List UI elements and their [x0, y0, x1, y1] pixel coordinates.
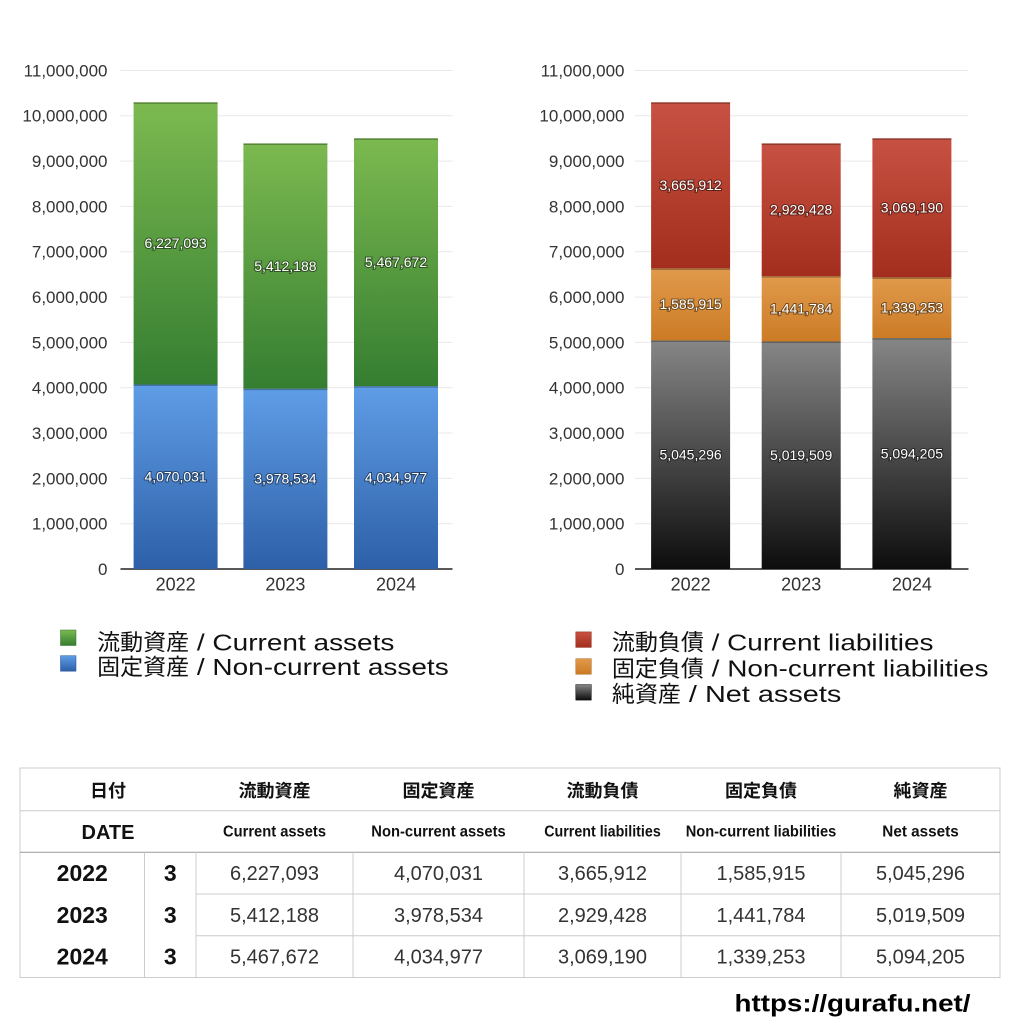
svg-text:11,000,000: 11,000,000: [24, 61, 108, 80]
svg-text:5,467,672: 5,467,672: [365, 254, 427, 270]
svg-text:3,978,534: 3,978,534: [254, 471, 316, 487]
svg-text:Non-current assets: Non-current assets: [371, 824, 505, 841]
svg-text:2023: 2023: [57, 902, 108, 928]
svg-text:3,000,000: 3,000,000: [32, 424, 108, 443]
svg-text:4,070,031: 4,070,031: [394, 863, 483, 885]
svg-text:5,094,205: 5,094,205: [881, 445, 943, 461]
svg-text:4,034,977: 4,034,977: [365, 469, 427, 485]
svg-text:5,000,000: 5,000,000: [32, 333, 108, 352]
svg-text:DATE: DATE: [82, 822, 135, 844]
svg-text:8,000,000: 8,000,000: [32, 197, 108, 216]
svg-text:1,339,253: 1,339,253: [717, 947, 806, 969]
svg-text:3,069,190: 3,069,190: [558, 947, 647, 969]
svg-text:5,412,188: 5,412,188: [254, 258, 316, 274]
svg-text:Current liabilities: Current liabilities: [544, 824, 661, 841]
svg-text:1,339,253: 1,339,253: [881, 300, 943, 316]
svg-text:6,000,000: 6,000,000: [549, 288, 625, 307]
svg-text:1,585,915: 1,585,915: [717, 863, 806, 885]
svg-text:6,227,093: 6,227,093: [144, 235, 206, 251]
svg-text:1,585,915: 1,585,915: [659, 296, 721, 312]
svg-text:6,227,093: 6,227,093: [230, 863, 319, 885]
svg-text:3,978,534: 3,978,534: [394, 905, 483, 927]
svg-text:5,412,188: 5,412,188: [230, 905, 319, 927]
svg-text:1,000,000: 1,000,000: [549, 515, 625, 534]
svg-text:2024: 2024: [376, 575, 416, 595]
svg-text:6,000,000: 6,000,000: [32, 288, 108, 307]
svg-text:2023: 2023: [265, 575, 305, 595]
svg-text:2022: 2022: [156, 575, 196, 595]
svg-text:2,929,428: 2,929,428: [558, 905, 647, 927]
svg-text:1,441,784: 1,441,784: [717, 905, 806, 927]
svg-text:2022: 2022: [57, 860, 108, 886]
svg-text:2,929,428: 2,929,428: [770, 202, 832, 218]
svg-text:10,000,000: 10,000,000: [22, 107, 107, 126]
svg-text:5,467,672: 5,467,672: [230, 947, 319, 969]
svg-text:2024: 2024: [57, 944, 108, 970]
svg-text:5,045,296: 5,045,296: [876, 863, 965, 885]
svg-text:5,094,205: 5,094,205: [876, 947, 965, 969]
svg-text:0: 0: [615, 560, 624, 579]
svg-text:Current assets: Current assets: [223, 824, 326, 841]
svg-text:5,000,000: 5,000,000: [549, 333, 625, 352]
svg-text:2024: 2024: [892, 575, 932, 595]
svg-text:2,000,000: 2,000,000: [549, 469, 625, 488]
svg-text:1,441,784: 1,441,784: [770, 301, 832, 317]
svg-text:3,665,912: 3,665,912: [659, 177, 721, 193]
svg-text:2,000,000: 2,000,000: [32, 469, 108, 488]
svg-text:/ Non-current liabilities: / Non-current liabilities: [704, 656, 989, 682]
svg-text:Non-current liabilities: Non-current liabilities: [686, 824, 837, 841]
svg-text:8,000,000: 8,000,000: [549, 197, 625, 216]
svg-text:Net assets: Net assets: [882, 824, 958, 841]
svg-text:3: 3: [164, 944, 177, 970]
svg-text:/ Net assets: / Net assets: [681, 681, 841, 707]
svg-text:https://gurafu.net/: https://gurafu.net/: [735, 991, 971, 1018]
svg-text:5,019,509: 5,019,509: [770, 447, 832, 463]
svg-text:2023: 2023: [781, 575, 821, 595]
svg-text:5,045,296: 5,045,296: [659, 447, 721, 463]
svg-text:11,000,000: 11,000,000: [541, 61, 625, 80]
svg-text:7,000,000: 7,000,000: [32, 243, 108, 262]
svg-text:1,000,000: 1,000,000: [32, 515, 108, 534]
svg-text:3: 3: [164, 860, 177, 886]
svg-text:5,019,509: 5,019,509: [876, 905, 965, 927]
svg-text:4,070,031: 4,070,031: [144, 469, 206, 485]
svg-text:7,000,000: 7,000,000: [549, 243, 625, 262]
svg-text:4,034,977: 4,034,977: [394, 947, 483, 969]
svg-text:9,000,000: 9,000,000: [32, 152, 108, 171]
svg-text:3,665,912: 3,665,912: [558, 863, 647, 885]
svg-text:3,000,000: 3,000,000: [549, 424, 625, 443]
svg-text:3: 3: [164, 902, 177, 928]
svg-text:/ Current assets: / Current assets: [189, 629, 394, 655]
svg-text:2022: 2022: [671, 575, 711, 595]
svg-text:/ Non-current assets: / Non-current assets: [189, 654, 449, 680]
svg-text:3,069,190: 3,069,190: [881, 200, 943, 216]
svg-text:/ Current liabilities: / Current liabilities: [704, 629, 934, 655]
svg-text:9,000,000: 9,000,000: [549, 152, 625, 171]
svg-text:4,000,000: 4,000,000: [549, 379, 625, 398]
svg-text:0: 0: [98, 560, 107, 579]
svg-text:10,000,000: 10,000,000: [539, 107, 624, 126]
svg-text:4,000,000: 4,000,000: [32, 379, 108, 398]
